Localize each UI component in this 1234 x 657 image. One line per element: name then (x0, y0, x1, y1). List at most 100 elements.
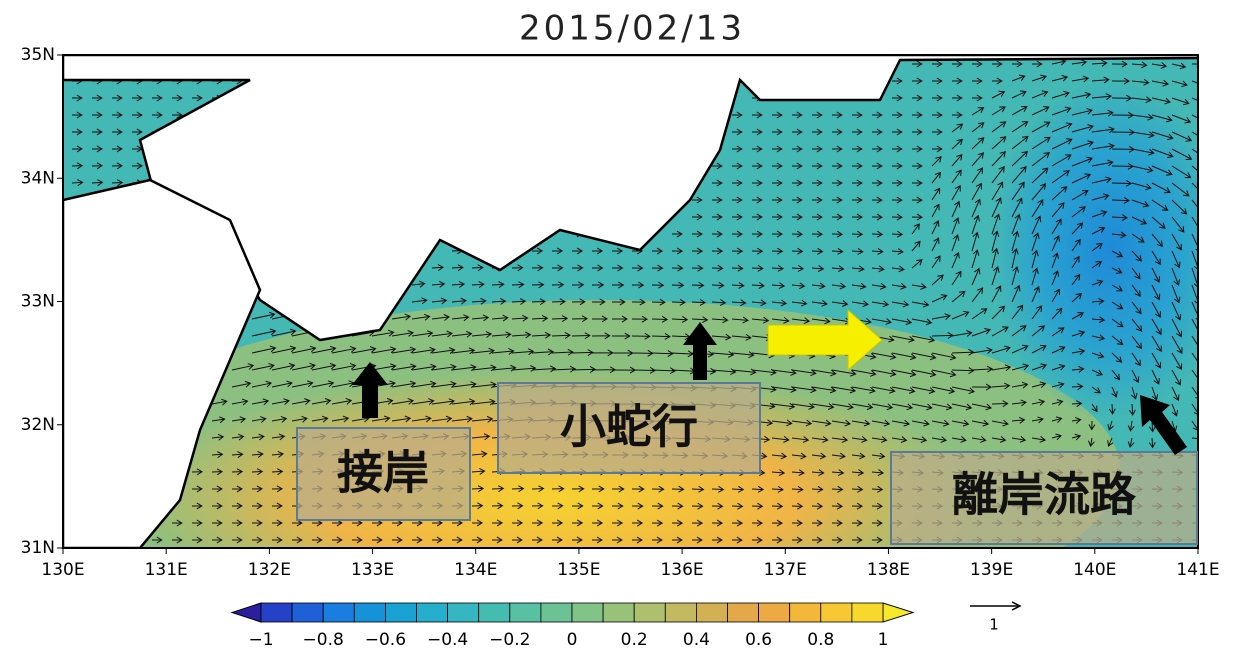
vector-arrow (951, 270, 962, 286)
vector-arrow (1091, 386, 1101, 394)
vector-arrow (651, 485, 665, 493)
vector-arrow (531, 298, 547, 306)
vector-arrow (511, 536, 523, 544)
vector-arrow (571, 485, 585, 493)
vector-arrow (771, 485, 784, 493)
vector-arrow (1031, 435, 1047, 443)
vector-arrow (1127, 437, 1135, 448)
vector-arrow (1071, 400, 1083, 408)
vector-arrow (1107, 437, 1114, 447)
vector-arrow (631, 315, 648, 323)
vector-arrow (1091, 279, 1104, 287)
vector-arrow (611, 315, 628, 323)
vector-arrow (931, 203, 940, 218)
vector-arrow (591, 281, 605, 289)
vector-arrow (371, 363, 397, 371)
vector-arrow (891, 282, 907, 290)
vector-arrow (1051, 186, 1068, 201)
vector-arrow (891, 386, 916, 394)
vector-arrow (971, 249, 980, 269)
vector-arrow (891, 248, 904, 255)
vector-arrow (811, 369, 837, 377)
vector-arrow (1071, 433, 1082, 441)
vector-arrow (912, 128, 923, 136)
vector-arrow (1191, 97, 1198, 102)
land (63, 55, 1198, 548)
vector-arrow (971, 182, 982, 201)
vector-arrow (311, 536, 323, 544)
vector-arrow (1071, 312, 1085, 320)
vector-arrow (1011, 197, 1023, 218)
vector-arrow (851, 179, 863, 187)
vector-arrow (1191, 182, 1198, 190)
vector-arrow (911, 318, 933, 326)
vector-arrow (991, 400, 1009, 408)
vector-arrow (471, 502, 484, 510)
vector-arrow (1171, 335, 1183, 354)
vector-arrow (751, 247, 764, 255)
lon-tick-label: 130E (41, 560, 84, 580)
honshu (63, 55, 1198, 342)
vector-arrow (691, 485, 705, 493)
vector-arrow (851, 469, 865, 476)
vector-arrow (1131, 301, 1142, 315)
vector-arrow (451, 398, 476, 406)
vector-arrow (391, 313, 412, 321)
vector-arrow (651, 536, 663, 544)
vector-arrow (591, 264, 604, 272)
vector-arrow (1091, 159, 1114, 167)
vector-arrow (611, 332, 631, 340)
vector-arrow (1091, 59, 1108, 67)
vector-arrow (972, 94, 983, 102)
vector-arrow (1011, 230, 1020, 252)
vector-arrow (1051, 74, 1069, 82)
colorbar-segment (571, 602, 604, 623)
vector-arrow (591, 247, 604, 255)
vector-arrow (731, 282, 745, 289)
vector-arrow (1031, 215, 1042, 235)
colorbar-segment (353, 602, 386, 623)
vector-arrow (631, 298, 646, 306)
vector-arrow (892, 77, 903, 85)
vector-arrow (731, 485, 745, 493)
vector-arrow (731, 299, 747, 307)
vector-arrow (71, 145, 83, 153)
vector-arrow (891, 230, 904, 238)
vector-arrow (951, 330, 973, 337)
vector-arrow (1151, 233, 1163, 248)
vector-arrow (912, 94, 923, 102)
vector-arrow (391, 346, 417, 354)
vector-arrow (671, 536, 683, 544)
vector-arrow (791, 519, 803, 527)
vector-arrow (891, 419, 911, 427)
vector-arrow (951, 386, 976, 395)
vector-arrow (531, 331, 552, 339)
vector-arrow (311, 362, 337, 371)
vector-arrow (931, 419, 950, 427)
vector-arrow (791, 386, 817, 394)
vector-arrow (1091, 403, 1098, 413)
colorbar-label: 0.6 (745, 630, 772, 650)
vector-arrow (1071, 75, 1090, 83)
vector-arrow (951, 403, 973, 411)
vector-arrow (792, 145, 803, 153)
vector-arrow (952, 111, 963, 119)
vector-arrow (711, 281, 725, 289)
vector-arrow (251, 398, 270, 406)
vector-arrow (1091, 242, 1103, 252)
vector-arrow (971, 167, 984, 184)
vector-arrow (751, 502, 764, 510)
vector-arrow (431, 347, 456, 354)
vector-arrow (471, 264, 484, 272)
vector-arrow (571, 519, 584, 527)
vector-arrow (1031, 232, 1040, 252)
vector-arrow (831, 265, 845, 273)
vector-arrow (1051, 416, 1063, 423)
vector-arrow (391, 363, 417, 371)
vector-arrow (651, 298, 666, 306)
vector-arrow (1051, 202, 1065, 218)
vector-arrow (271, 450, 285, 458)
vector-arrow (731, 179, 743, 187)
vector-arrow (771, 317, 790, 324)
vector-arrow (931, 187, 941, 201)
